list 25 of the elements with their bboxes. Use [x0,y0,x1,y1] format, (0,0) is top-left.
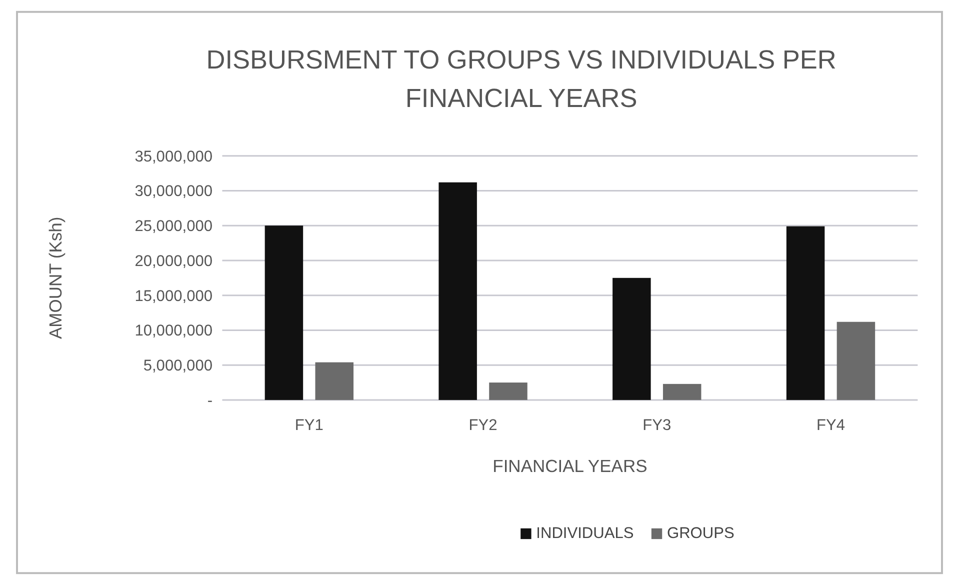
legend-label: GROUPS [666,525,734,542]
bar [489,382,528,400]
y-tick-label: 10,000,000 [134,322,213,340]
x-tick-label: FY1 [294,417,324,434]
y-axis-title: AMOUNT (Ksh) [46,216,66,340]
bar [836,322,876,400]
bar [612,278,651,400]
bar [662,384,702,400]
y-tick-label: 15,000,000 [134,288,213,305]
y-tick-label: - [207,392,213,410]
bar [438,182,477,400]
x-tick-label: FY3 [642,417,672,434]
y-tick-label: 25,000,000 [134,218,213,236]
legend-label: INDIVIDUALS [536,525,634,542]
y-tick-label: 30,000,000 [134,183,213,200]
chart-title: DISBURSMENT TO GROUPS VS INDIVIDUALS PER FINANCIAL YEARS [206,44,836,114]
bar [315,362,354,400]
y-tick-label: 35,000,000 [134,148,213,166]
y-tick-label: 20,000,000 [134,252,213,270]
bar [264,226,304,400]
x-axis-title: FINANCIAL YEARS [492,456,648,476]
bar [786,226,825,400]
x-tick-label: FY4 [816,417,846,434]
y-tick-label: 5,000,000 [143,358,213,375]
x-tick-label: FY2 [468,417,498,434]
